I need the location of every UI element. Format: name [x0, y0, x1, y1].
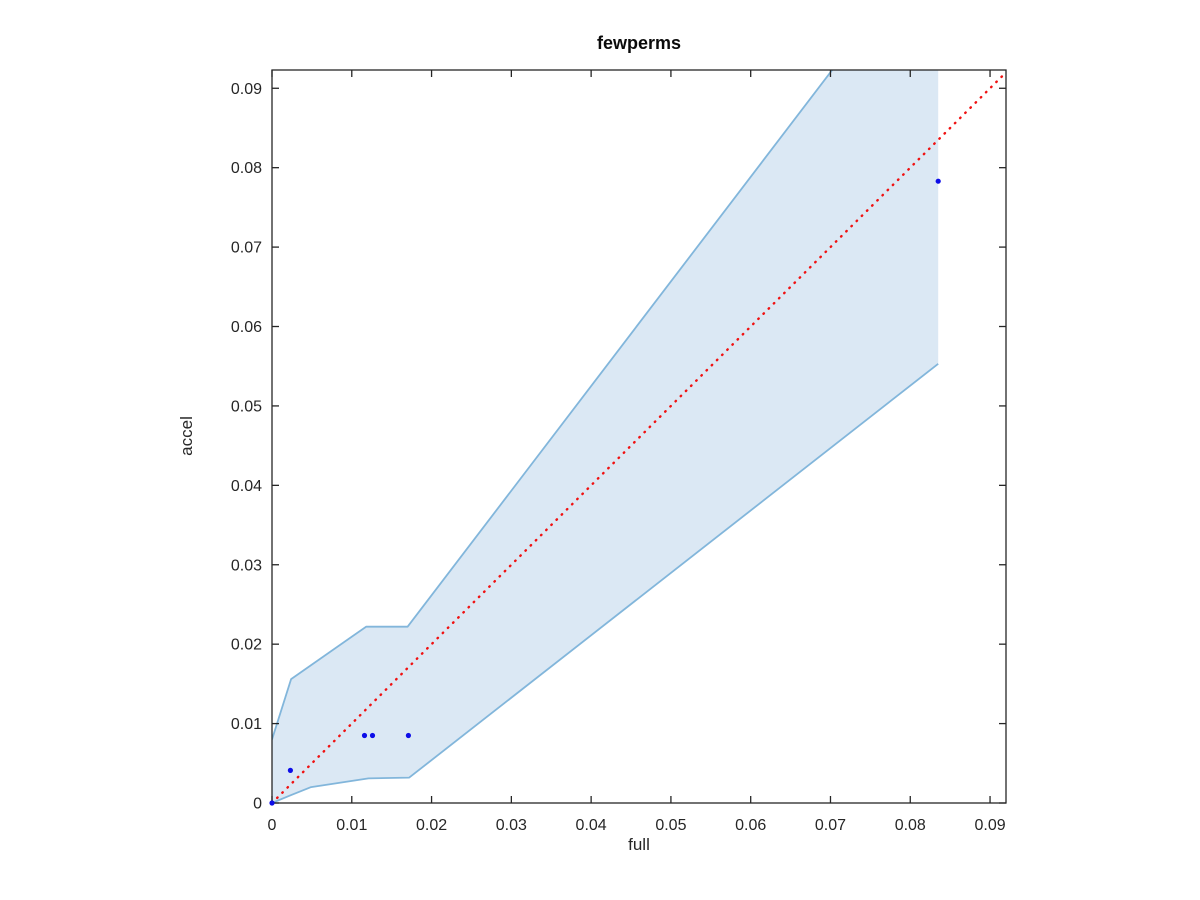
confidence-band	[272, 70, 939, 803]
data-point	[369, 732, 376, 739]
y-tick-label: 0.01	[231, 716, 262, 733]
y-tick-label: 0.08	[231, 160, 262, 177]
data-point	[935, 178, 941, 184]
y-tick-label: 0.09	[231, 81, 262, 98]
y-tick-label: 0.07	[231, 240, 262, 257]
plot-clip-group	[272, 70, 1006, 803]
x-tick-label: 0	[268, 817, 277, 834]
x-tick-label: 0.04	[576, 817, 607, 834]
x-tick-label: 0.06	[735, 817, 766, 834]
band-upper-edge	[272, 70, 834, 740]
x-tick-label: 0.01	[336, 817, 367, 834]
x-tick-label: 0.05	[655, 817, 686, 834]
y-tick-label: 0.06	[231, 319, 262, 336]
data-point	[269, 800, 275, 806]
y-tick-label: 0.05	[231, 398, 262, 415]
y-tick-label: 0	[253, 796, 262, 813]
y-tick-label: 0.03	[231, 557, 262, 574]
y-tick-label: 0.02	[231, 637, 262, 654]
x-tick-label: 0.08	[895, 817, 926, 834]
data-point	[287, 767, 293, 774]
x-tick-label: 0.07	[815, 817, 846, 834]
x-tick-label: 0.09	[974, 817, 1005, 834]
band-lower-edge	[272, 363, 939, 803]
x-tick-label: 0.03	[496, 817, 527, 834]
data-point	[405, 732, 411, 739]
x-axis-label: full	[628, 835, 650, 854]
chart-title: fewperms	[596, 33, 682, 53]
identity-line	[272, 71, 1006, 803]
data-point	[361, 732, 368, 739]
y-tick-label: 0.04	[231, 478, 262, 495]
x-tick-label: 0.02	[416, 817, 447, 834]
axes-box	[271, 69, 1007, 804]
